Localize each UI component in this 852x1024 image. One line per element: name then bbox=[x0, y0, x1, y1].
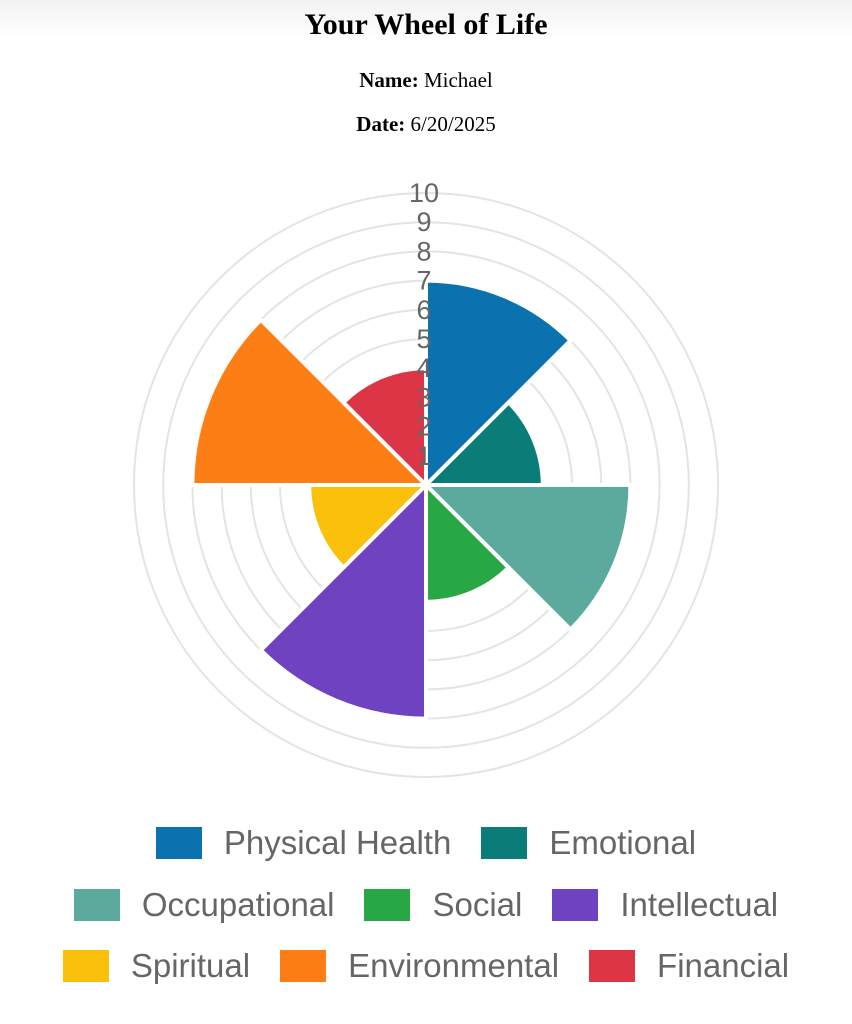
tick-label-6: 6 bbox=[416, 295, 431, 325]
grid-ring bbox=[133, 192, 719, 778]
legend-label: Financial bbox=[657, 947, 790, 984]
name-label: Name: bbox=[359, 68, 419, 92]
tick-label-3: 3 bbox=[416, 382, 431, 412]
legend-swatch bbox=[364, 889, 411, 921]
legend-item-social[interactable]: Social bbox=[364, 886, 522, 924]
legend-row-3: Spiritual Environmental Financial bbox=[0, 947, 852, 985]
date-value: 6/20/2025 bbox=[410, 112, 496, 136]
legend-item-spiritual[interactable]: Spiritual bbox=[62, 947, 251, 985]
sector-financial[interactable] bbox=[341, 366, 428, 487]
legend-row-1: Physical Health Emotional bbox=[0, 824, 852, 862]
sectors bbox=[190, 278, 633, 721]
legend-item-intellectual[interactable]: Intellectual bbox=[552, 886, 778, 924]
tick-label-8: 8 bbox=[416, 236, 431, 266]
legend-swatch bbox=[280, 950, 327, 982]
date-label: Date: bbox=[356, 112, 406, 136]
name-line: Name: Michael bbox=[0, 68, 852, 93]
sector-intellectual[interactable] bbox=[258, 483, 428, 721]
sector-physical-health[interactable] bbox=[424, 278, 573, 487]
legend-label: Environmental bbox=[348, 947, 560, 984]
name-value: Michael bbox=[423, 68, 493, 92]
legend-swatch bbox=[589, 950, 636, 982]
legend-label: Emotional bbox=[549, 824, 697, 861]
legend-item-environmental[interactable]: Environmental bbox=[280, 947, 559, 985]
legend-item-emotional[interactable]: Emotional bbox=[481, 824, 696, 862]
tick-label-4: 4 bbox=[416, 353, 431, 383]
legend-label: Physical Health bbox=[223, 824, 452, 861]
legend-label: Spiritual bbox=[130, 947, 251, 984]
page-title: Your Wheel of Life bbox=[304, 8, 548, 41]
date-line: Date: 6/20/2025 bbox=[0, 112, 852, 137]
tick-label-9: 9 bbox=[416, 207, 431, 237]
tick-label-1: 1 bbox=[416, 441, 431, 471]
top-shadow bbox=[0, 0, 852, 40]
tick-label-5: 5 bbox=[416, 324, 431, 354]
sector-social[interactable] bbox=[424, 483, 511, 604]
legend-item-occupational[interactable]: Occupational bbox=[73, 886, 335, 924]
sector-environmental[interactable] bbox=[190, 317, 428, 487]
legend-swatch bbox=[155, 827, 202, 859]
legend-swatch bbox=[552, 889, 599, 921]
sector-emotional[interactable] bbox=[424, 400, 545, 487]
legend-item-physical-health[interactable]: Physical Health bbox=[155, 824, 452, 862]
sector-spiritual[interactable] bbox=[307, 483, 428, 570]
legend-label: Occupational bbox=[141, 886, 335, 923]
sector-occupational[interactable] bbox=[424, 483, 633, 632]
tick-label-2: 2 bbox=[416, 412, 431, 442]
legend-swatch bbox=[73, 889, 120, 921]
legend-label: Intellectual bbox=[620, 886, 779, 923]
tick-label-7: 7 bbox=[416, 266, 431, 296]
legend-label: Social bbox=[432, 886, 523, 923]
legend-swatch bbox=[481, 827, 528, 859]
grid-ring bbox=[162, 221, 690, 749]
tick-label-10: 10 bbox=[409, 178, 439, 208]
legend-swatch bbox=[62, 950, 109, 982]
legend-row-2: Occupational Social Intellectual bbox=[0, 886, 852, 924]
legend-item-financial[interactable]: Financial bbox=[589, 947, 789, 985]
wheel-chart: 1 2 3 4 5 6 7 8 9 10 bbox=[0, 160, 852, 800]
